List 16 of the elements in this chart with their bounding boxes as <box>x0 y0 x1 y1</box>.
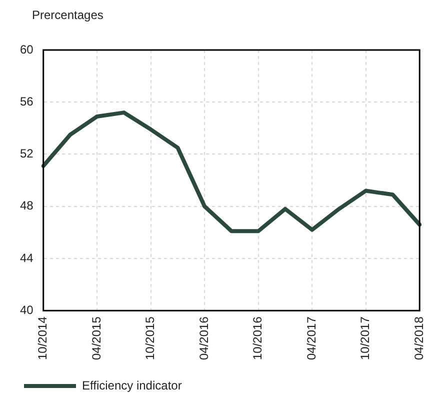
x-tick-label: 04/2018 <box>412 316 426 360</box>
legend-label: Efficiency indicator <box>82 378 182 392</box>
y-tick-label: 48 <box>20 198 34 213</box>
x-tick-label: 04/2017 <box>304 316 318 360</box>
x-tick-label: 10/2017 <box>358 316 372 360</box>
y-axis-title: Prercentages <box>32 8 104 22</box>
y-tick-label: 60 <box>20 42 34 56</box>
x-tick-label: 10/2015 <box>143 316 158 360</box>
x-tick-label: 10/2014 <box>36 316 50 360</box>
y-tick-label: 52 <box>20 146 34 161</box>
y-tick-label: 40 <box>20 302 34 317</box>
x-tick-label: 04/2016 <box>196 316 211 360</box>
x-tick-label: 10/2016 <box>250 316 265 360</box>
y-tick-label: 56 <box>20 94 34 108</box>
x-tick-label: 04/2015 <box>89 316 104 360</box>
y-tick-label: 44 <box>20 250 34 265</box>
